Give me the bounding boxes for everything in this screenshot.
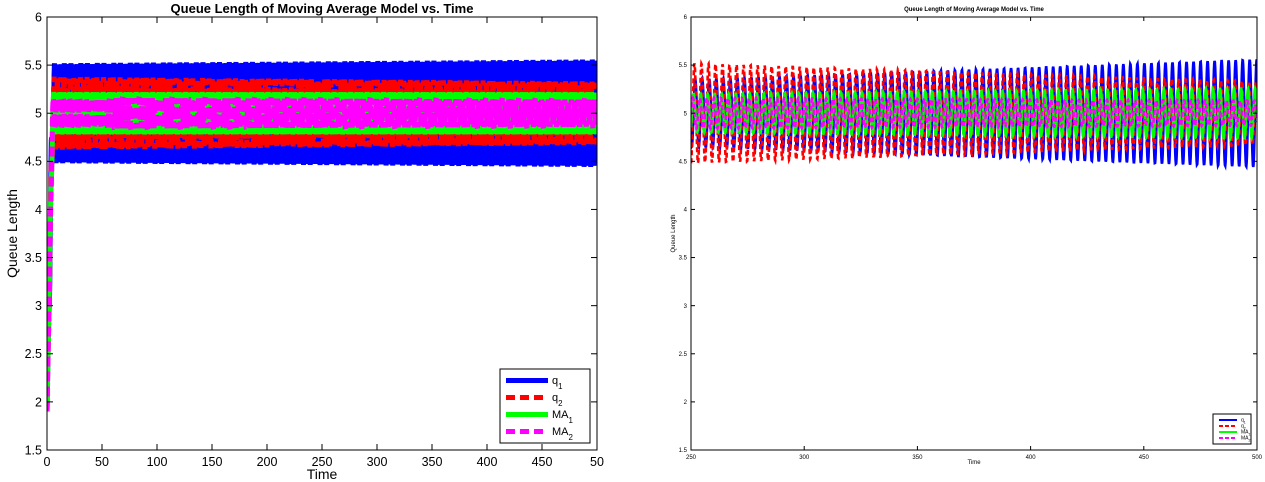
chart-title: Queue Length of Moving Average Model vs.…	[171, 1, 474, 16]
y-tick-label: 4	[684, 208, 688, 214]
x-tick-label: 500	[1252, 455, 1263, 461]
legend-label-ma2: MA2	[552, 426, 573, 442]
chart-left: Queue Length of Moving Average Model vs.…	[0, 0, 610, 482]
x-tick-label: 0	[44, 455, 51, 469]
x-tick-label: 250	[312, 455, 333, 469]
y-tick-label: 5	[35, 107, 42, 121]
chart-title: Queue Length of Moving Average Model vs.…	[904, 7, 1044, 13]
legend-label-ma2: MA2	[1241, 436, 1251, 443]
y-tick-label: 5.5	[25, 58, 42, 72]
y-tick-label: 4.5	[25, 155, 42, 169]
y-tick-label: 3	[35, 299, 42, 313]
y-tick-label: 4	[35, 203, 42, 217]
legend-label-q1: q1	[552, 375, 563, 391]
x-tick-label: 400	[1026, 455, 1037, 461]
x-tick-label: 450	[1139, 455, 1150, 461]
legend-label-ma1: MA1	[552, 409, 574, 425]
plot-area	[47, 59, 597, 412]
x-tick-label: 450	[532, 455, 553, 469]
legend-label-q1: q1	[1241, 418, 1246, 425]
y-axis-label: Queue Length	[671, 214, 677, 252]
legend-label-q2: q2	[1241, 424, 1246, 431]
x-tick-label: 200	[257, 455, 278, 469]
y-tick-label: 6	[35, 10, 42, 24]
y-tick-label: 2	[35, 395, 42, 409]
series-line-ma2	[691, 95, 1257, 132]
legend-label-ma1: MA1	[1241, 430, 1251, 437]
y-tick-label: 3	[684, 304, 688, 310]
x-tick-label: 50	[590, 455, 604, 469]
x-tick-label: 350	[422, 455, 443, 469]
x-tick-label: 350	[912, 455, 923, 461]
legend-label-q2: q2	[552, 392, 563, 408]
y-tick-label: 2.5	[679, 352, 688, 358]
y-tick-label: 1.5	[679, 448, 688, 454]
chart-right-svg: Queue Length of Moving Average Model vs.…	[671, 7, 1263, 466]
x-axis-label: Time	[967, 460, 981, 466]
x-tick-label: 50	[95, 455, 109, 469]
x-tick-label: 250	[686, 455, 697, 461]
y-tick-label: 3.5	[679, 256, 688, 262]
x-tick-label: 300	[799, 455, 810, 461]
x-tick-label: 300	[367, 455, 388, 469]
chart-right: Queue Length of Moving Average Model vs.…	[640, 0, 1265, 482]
axes-box	[690, 16, 1258, 451]
y-tick-label: 1.5	[25, 443, 42, 457]
x-tick-label: 150	[202, 455, 223, 469]
x-tick-label: 100	[147, 455, 168, 469]
series-line-ma2	[47, 95, 597, 412]
plot-area	[691, 58, 1257, 171]
y-tick-label: 2	[684, 400, 688, 406]
y-tick-label: 4.5	[679, 159, 688, 165]
y-tick-label: 3.5	[25, 251, 42, 265]
x-axis-label: Time	[307, 466, 338, 482]
y-tick-label: 5	[684, 111, 688, 117]
y-tick-label: 2.5	[25, 347, 42, 361]
chart-left-svg: Queue Length of Moving Average Model vs.…	[4, 1, 604, 482]
y-tick-label: 5.5	[679, 63, 688, 69]
x-tick-label: 400	[477, 455, 498, 469]
y-tick-label: 6	[684, 15, 688, 21]
y-axis-label: Queue Length	[4, 189, 20, 278]
